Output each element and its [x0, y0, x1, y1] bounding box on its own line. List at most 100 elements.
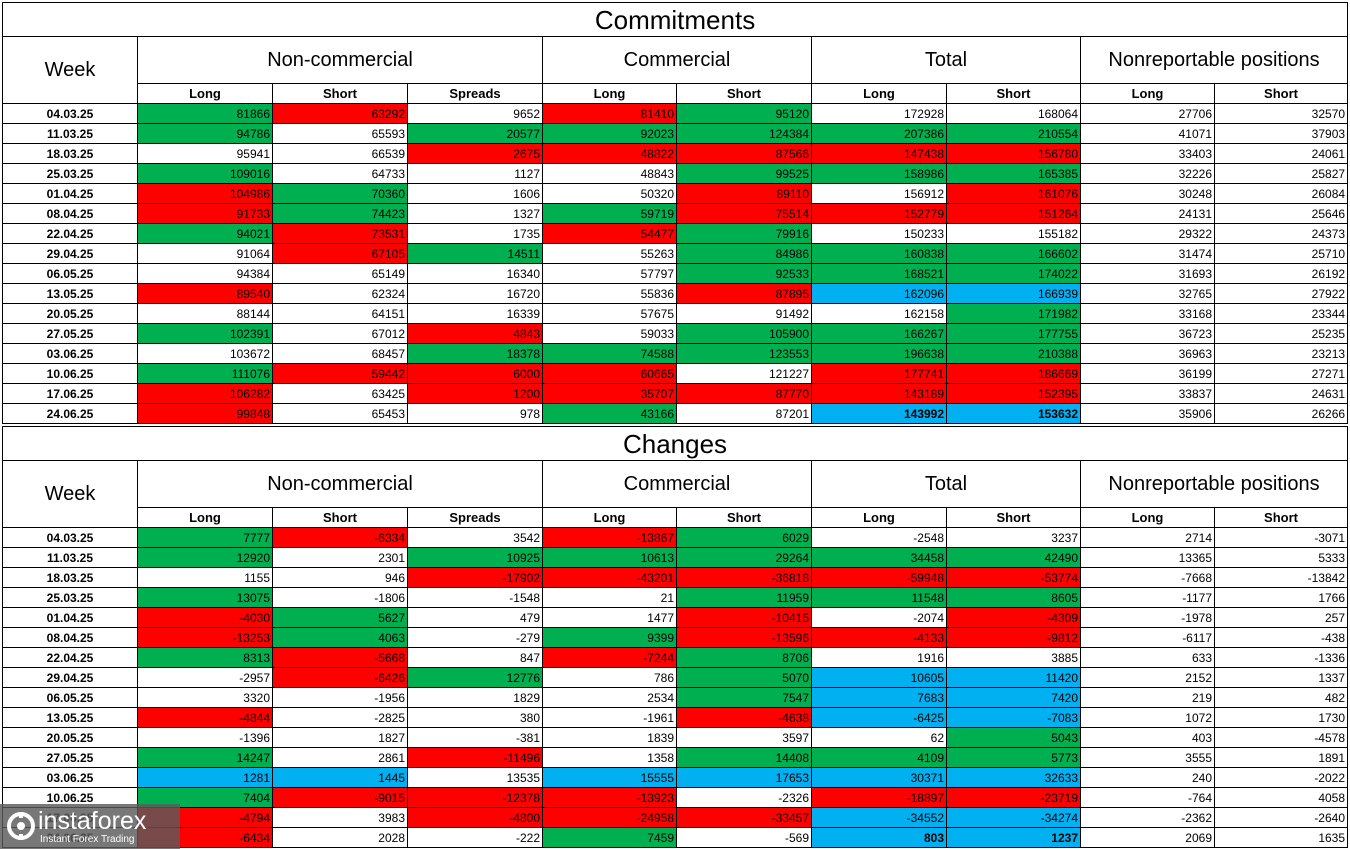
value-cell: -11496 — [407, 747, 543, 768]
value-cell: 152395 — [946, 383, 1081, 404]
week-cell: 06.05.25 — [2, 687, 138, 708]
value-cell: -36818 — [676, 567, 812, 588]
value-cell: 70360 — [272, 183, 408, 204]
group-nonreportable: Nonreportable positions — [1079, 36, 1349, 84]
commitments-row: 13.05.25 89540 62324 16720 55836 87895 162096 1… — [2, 283, 1349, 304]
value-cell: 81410 — [542, 103, 677, 124]
value-cell: 8605 — [946, 587, 1081, 608]
value-cell: 31693 — [1080, 263, 1215, 284]
value-cell: -13842 — [1213, 567, 1349, 588]
value-cell: 1839 — [542, 727, 677, 748]
value-cell: 60665 — [542, 363, 677, 384]
changes-row: 17.06.25-47943983-4800-24958-33457-34552… — [2, 807, 1349, 828]
value-cell: 16340 — [407, 263, 543, 284]
value-cell: 36723 — [1080, 323, 1215, 344]
value-cell: 27706 — [1080, 103, 1215, 124]
value-cell: 89540 — [137, 283, 273, 304]
value-cell: 50320 — [542, 183, 677, 204]
value-cell: 92023 — [542, 123, 677, 144]
value-cell: 27922 — [1213, 283, 1349, 304]
value-cell: 7777 — [137, 527, 273, 548]
value-cell: -4800 — [407, 807, 543, 828]
value-cell: -13867 — [542, 527, 677, 548]
value-cell: 10613 — [542, 547, 677, 568]
value-cell: 2028 — [272, 827, 408, 848]
value-cell: 12920 — [137, 547, 273, 568]
value-cell: 48822 — [542, 143, 677, 164]
value-cell: 11420 — [946, 667, 1081, 688]
value-cell: -34552 — [811, 807, 947, 828]
group-total: Total — [811, 36, 1081, 84]
week-cell: 04.03.25 — [2, 103, 138, 124]
value-cell: 6000 — [407, 363, 543, 384]
value-cell: 2861 — [272, 747, 408, 768]
value-cell: 10605 — [811, 667, 947, 688]
value-cell: 23213 — [1213, 343, 1349, 364]
commitments-rows: 04.03.25 81866 63292 9652 81410 95120 172928 16… — [2, 103, 1349, 424]
value-cell: 177741 — [811, 363, 947, 384]
value-cell: 156912 — [811, 183, 947, 204]
commitments-row: 17.06.25 106282 63425 1200 35707 87770 143189 1… — [2, 383, 1349, 404]
value-cell: 37903 — [1213, 123, 1349, 144]
subheader-spreads: Spreads — [407, 83, 543, 104]
value-cell: 4843 — [407, 323, 543, 344]
value-cell: 5773 — [946, 747, 1081, 768]
value-cell: 8706 — [676, 647, 812, 668]
value-cell: 91064 — [137, 243, 273, 264]
changes-table: Changes Week Non-commercial Commercial T… — [1, 426, 1349, 848]
value-cell: 23344 — [1213, 303, 1349, 324]
value-cell: 14408 — [676, 747, 812, 768]
commitments-row: 24.06.25 99848 65453 978 43166 87201 143992 153… — [2, 403, 1349, 424]
value-cell: 803 — [811, 827, 947, 848]
value-cell: 81866 — [137, 103, 273, 124]
value-cell: 121227 — [676, 363, 812, 384]
week-cell: 25.03.25 — [2, 587, 138, 608]
value-cell: 31474 — [1080, 243, 1215, 264]
value-cell: 32226 — [1080, 163, 1215, 184]
value-cell: 2301 — [272, 547, 408, 568]
value-cell: 1735 — [407, 223, 543, 244]
value-cell: 41071 — [1080, 123, 1215, 144]
value-cell: 75514 — [676, 203, 812, 224]
value-cell: 1606 — [407, 183, 543, 204]
value-cell: 95120 — [676, 103, 812, 124]
commitments-row: 11.03.25 94786 65593 20577 92023 124384 207386… — [2, 123, 1349, 144]
value-cell: 111076 — [137, 363, 273, 384]
value-cell: 59719 — [542, 203, 677, 224]
section-title-changes: Changes — [1, 426, 1349, 461]
value-cell: -17902 — [407, 567, 543, 588]
value-cell: 21 — [542, 587, 677, 608]
value-cell: 3983 — [272, 807, 408, 828]
value-cell: 3597 — [676, 727, 812, 748]
value-cell: -9015 — [272, 787, 408, 808]
value-cell: 2534 — [542, 687, 677, 708]
value-cell: 104986 — [137, 183, 273, 204]
value-cell: 59442 — [272, 363, 408, 384]
value-cell: 153632 — [946, 403, 1081, 424]
value-cell: 24373 — [1213, 223, 1349, 244]
value-cell: 13075 — [137, 587, 273, 608]
value-cell: 150233 — [811, 223, 947, 244]
value-cell: 99848 — [137, 403, 273, 424]
value-cell: -6117 — [1080, 627, 1215, 648]
changes-rows: 04.03.25 7777 -6334 3542 -13867 6029 -2548 3237… — [2, 527, 1349, 848]
value-cell: 1477 — [542, 607, 677, 628]
value-cell: 67012 — [272, 323, 408, 344]
value-cell: 24061 — [1213, 143, 1349, 164]
subheader-spreads: Spreads — [407, 507, 543, 528]
week-cell: 18.03.25 — [2, 143, 138, 164]
value-cell: 25235 — [1213, 323, 1349, 344]
value-cell: 64733 — [272, 163, 408, 184]
changes-row: 20.05.25 -1396 1827 -381 1839 3597 62 5043 403 -4… — [2, 727, 1349, 748]
week-cell: 01.04.25 — [2, 183, 138, 204]
value-cell: -2640 — [1213, 807, 1349, 828]
value-cell: 91492 — [676, 303, 812, 324]
value-cell: 79916 — [676, 223, 812, 244]
value-cell: 7420 — [946, 687, 1081, 708]
value-cell: 26084 — [1213, 183, 1349, 204]
value-cell: 156780 — [946, 143, 1081, 164]
value-cell: 25827 — [1213, 163, 1349, 184]
value-cell: 13535 — [407, 767, 543, 788]
value-cell: -6425 — [811, 707, 947, 728]
value-cell: 168064 — [946, 103, 1081, 124]
